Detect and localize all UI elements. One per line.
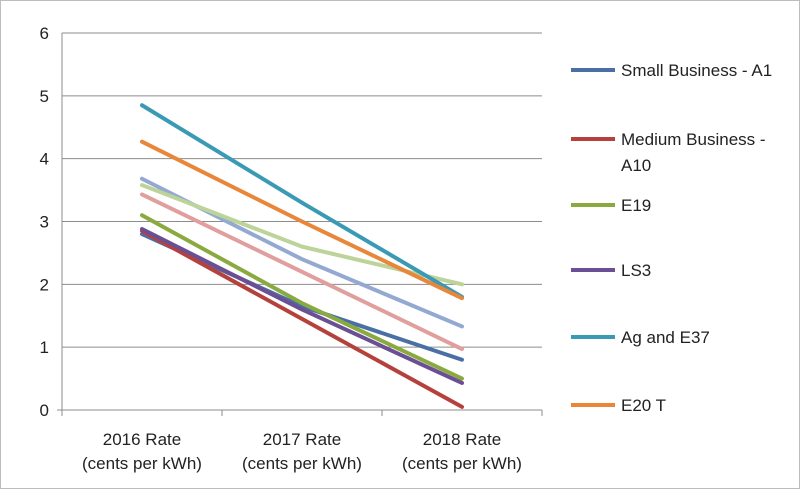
legend-label: Small Business - A1	[621, 61, 772, 80]
legend-label: Medium Business - A10	[621, 130, 766, 175]
series-line-ag-and-e37	[140, 103, 464, 299]
y-tick-label: 6	[40, 24, 49, 43]
gridlines	[62, 32, 542, 348]
x-tick-label-line: 2016 Rate	[103, 430, 181, 449]
legend-label-line: Ag and E37	[621, 328, 710, 347]
x-tick-label-line: (cents per kWh)	[242, 454, 362, 473]
legend-label-line: LS3	[621, 261, 651, 280]
y-tick-label: 5	[40, 87, 49, 106]
legend: Small Business - A1 Medium Business - A10 E…	[571, 61, 772, 415]
legend-label-line: A10	[621, 156, 651, 175]
y-tick-label: 2	[40, 275, 49, 294]
y-tick-label: 0	[40, 401, 49, 420]
series-line-ls3	[140, 227, 464, 385]
series-line-e19	[140, 213, 464, 381]
x-tick-label-line: 2017 Rate	[263, 430, 341, 449]
y-tick-label: 4	[40, 150, 49, 169]
legend-label-line: E20 T	[621, 396, 666, 415]
series-line-unlabeled-7	[140, 192, 464, 352]
x-tick-label: 2018 Rate (cents per kWh)	[402, 430, 522, 473]
legend-label-line: E19	[621, 196, 651, 215]
series-lines	[140, 103, 464, 409]
x-tick-label-line: (cents per kWh)	[82, 454, 202, 473]
x-tick-label-line: (cents per kWh)	[402, 454, 522, 473]
legend-label: Ag and E37	[621, 328, 710, 347]
series-line-e20-t	[140, 139, 464, 301]
legend-label: LS3	[621, 261, 651, 280]
legend-label: E19	[621, 196, 651, 215]
series-line-medium-business-a10	[140, 228, 464, 409]
x-tick-label: 2016 Rate (cents per kWh)	[82, 430, 202, 473]
y-tick-label: 3	[40, 213, 49, 232]
x-tick-label-line: 2018 Rate	[423, 430, 501, 449]
x-tick-label: 2017 Rate (cents per kWh)	[242, 430, 362, 473]
y-tick-label: 1	[40, 338, 49, 357]
legend-label-line: Small Business - A1	[621, 61, 772, 80]
legend-label-line: Medium Business -	[621, 130, 766, 149]
legend-label: E20 T	[621, 396, 666, 415]
